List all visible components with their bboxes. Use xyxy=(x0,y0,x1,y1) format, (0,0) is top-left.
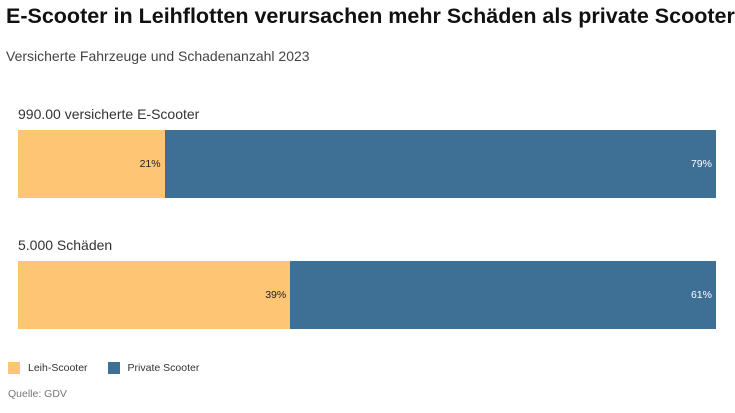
legend-item-private: Private Scooter xyxy=(107,362,200,374)
legend: Leih-Scooter Private Scooter xyxy=(8,362,219,374)
legend-label-rental: Leih-Scooter xyxy=(28,362,88,374)
bar-segment-private-insured-scooters: 79% xyxy=(164,130,716,198)
bar-insured-scooters: 21% 79% xyxy=(18,130,716,198)
legend-swatch-rental xyxy=(8,362,20,374)
row-label-insured-scooters: 990.00 versicherte E-Scooter xyxy=(18,106,200,122)
source-note: Quelle: GDV xyxy=(8,388,67,400)
legend-label-private: Private Scooter xyxy=(127,362,200,374)
bar-segment-rental-insured-scooters: 21% xyxy=(18,130,165,198)
chart-title: E-Scooter in Leihflotten verursachen meh… xyxy=(6,4,735,28)
legend-swatch-private xyxy=(107,362,120,374)
bar-damages: 39% 61% xyxy=(18,261,716,329)
bar-segment-rental-damages: 39% xyxy=(18,261,291,329)
data-label-private-damages: 61% xyxy=(690,289,712,301)
legend-item-rental: Leih-Scooter xyxy=(8,362,88,374)
data-label-rental-damages: 39% xyxy=(265,289,287,301)
data-label-rental-insured-scooters: 21% xyxy=(139,158,161,170)
row-label-damages: 5.000 Schäden xyxy=(18,237,113,253)
chart-subtitle: Versicherte Fahrzeuge und Schadenanzahl … xyxy=(6,48,310,64)
data-label-private-insured-scooters: 79% xyxy=(690,158,712,170)
bar-segment-private-damages: 61% xyxy=(290,261,716,329)
